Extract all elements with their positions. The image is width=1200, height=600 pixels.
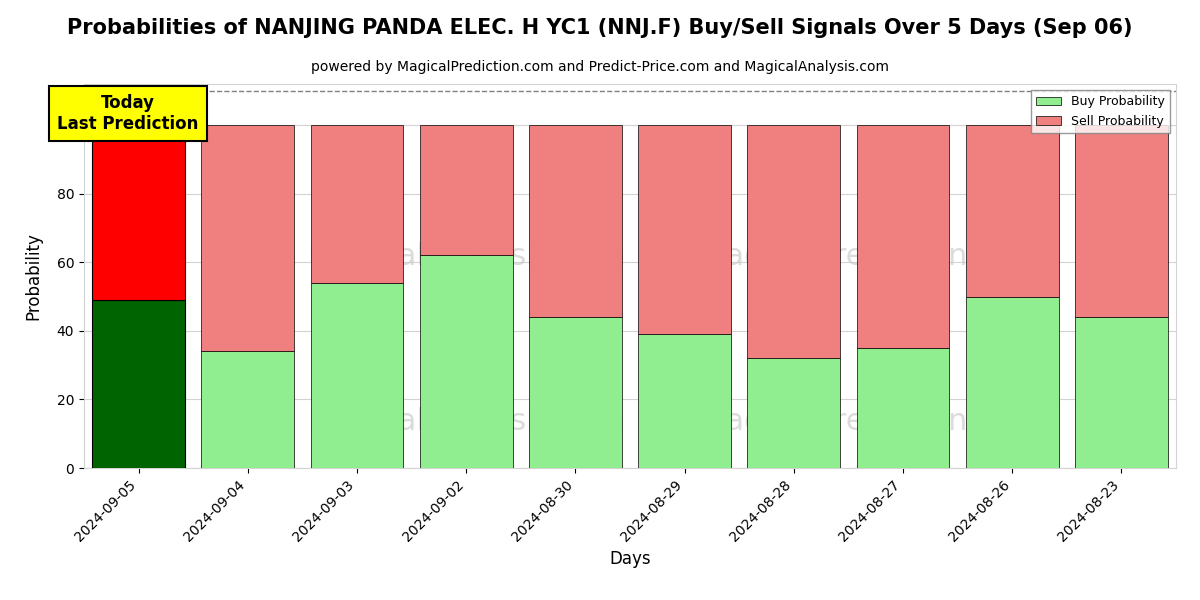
- Bar: [1075, 125, 1168, 317]
- Bar: [857, 125, 949, 348]
- Bar: [202, 125, 294, 352]
- Bar: [966, 125, 1058, 296]
- Text: Probabilities of NANJING PANDA ELEC. H YC1 (NNJ.F) Buy/Sell Signals Over 5 Days : Probabilities of NANJING PANDA ELEC. H Y…: [67, 18, 1133, 38]
- Bar: [311, 125, 403, 283]
- Bar: [748, 358, 840, 468]
- Text: MagicalAnalysis.com: MagicalAnalysis.com: [307, 407, 625, 436]
- Bar: [92, 300, 185, 468]
- Bar: [202, 352, 294, 468]
- Bar: [529, 317, 622, 468]
- Legend: Buy Probability, Sell Probability: Buy Probability, Sell Probability: [1031, 90, 1170, 133]
- Text: MagicalPrediction.com: MagicalPrediction.com: [698, 242, 1042, 271]
- Bar: [529, 125, 622, 317]
- Text: Today
Last Prediction: Today Last Prediction: [56, 94, 198, 133]
- Text: MagicalPrediction.com: MagicalPrediction.com: [698, 407, 1042, 436]
- Bar: [1075, 317, 1168, 468]
- Bar: [420, 125, 512, 256]
- X-axis label: Days: Days: [610, 550, 650, 568]
- Bar: [638, 334, 731, 468]
- Bar: [311, 283, 403, 468]
- Bar: [857, 348, 949, 468]
- Text: MagicalAnalysis.com: MagicalAnalysis.com: [307, 242, 625, 271]
- Bar: [638, 125, 731, 334]
- Bar: [748, 125, 840, 358]
- Bar: [92, 125, 185, 300]
- Bar: [966, 296, 1058, 468]
- Text: powered by MagicalPrediction.com and Predict-Price.com and MagicalAnalysis.com: powered by MagicalPrediction.com and Pre…: [311, 60, 889, 74]
- Y-axis label: Probability: Probability: [24, 232, 42, 320]
- Bar: [420, 256, 512, 468]
